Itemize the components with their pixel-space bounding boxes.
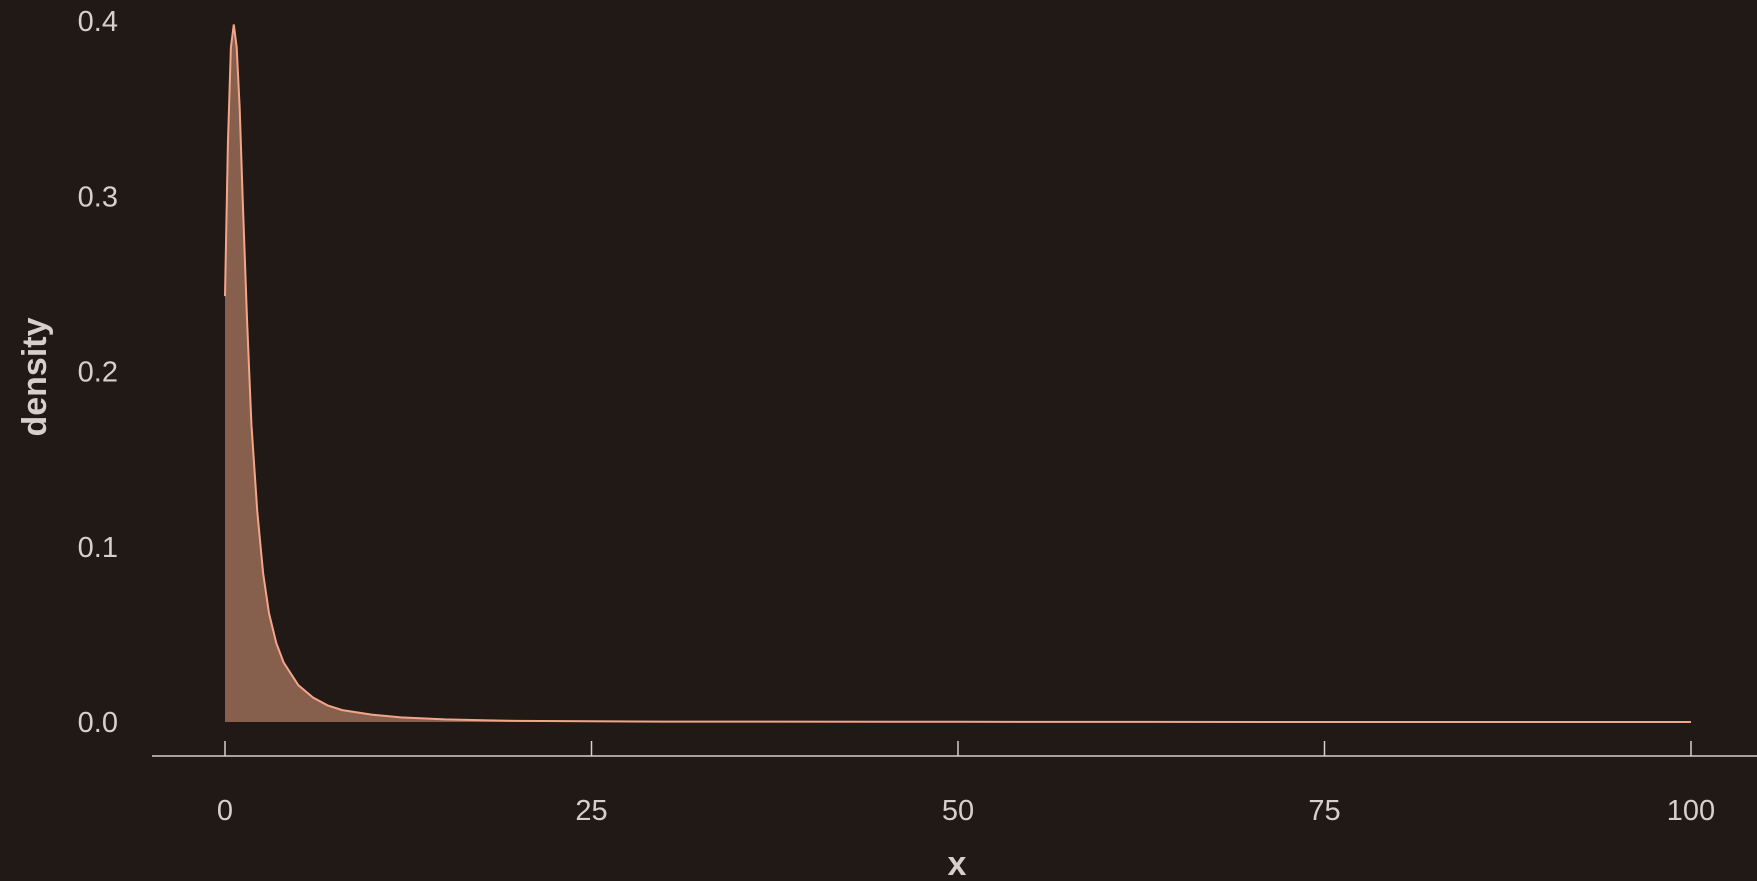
x-axis: 0 25 50 75 100: [152, 741, 1757, 827]
y-axis-ticks: 0.0 0.1 0.2 0.3 0.4: [78, 6, 118, 739]
y-tick-label: 0.1: [78, 532, 118, 564]
y-axis-title: density: [16, 317, 54, 436]
x-tick-label: 0: [217, 795, 233, 827]
x-tick-label: 25: [575, 795, 607, 827]
density-line: [224, 24, 1691, 723]
y-tick-label: 0.2: [78, 357, 118, 389]
y-tick-label: 0.0: [78, 707, 118, 739]
x-tick-label: 75: [1308, 795, 1340, 827]
x-axis-title: x: [948, 845, 967, 881]
plot-area: [224, 24, 1691, 723]
x-tick-label: 50: [942, 795, 974, 827]
y-tick-label: 0.4: [78, 6, 118, 38]
x-tick-label: 100: [1667, 795, 1715, 827]
y-tick-label: 0.3: [78, 181, 118, 213]
